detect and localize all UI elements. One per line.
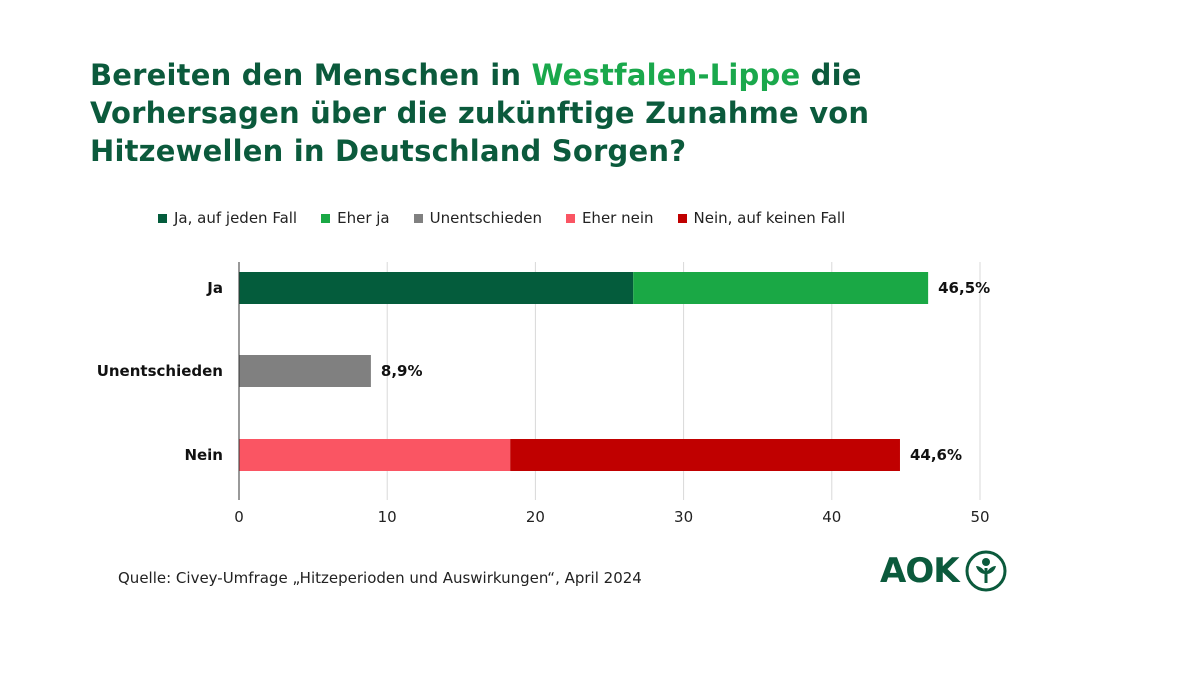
legend-label: Ja, auf jeden Fall [174,209,298,227]
legend-swatch [158,213,167,223]
legend-swatch [565,213,575,223]
legend-item: Eher nein [565,209,654,227]
logo-text: AOK [880,551,960,591]
legend-item: Unentschieden [413,209,542,227]
x-tick-label: 0 [234,508,244,526]
x-tick-label: 20 [526,508,545,526]
chart-title: Bereiten den Menschen in Westfalen-Lippe… [90,58,870,168]
aok-logo: AOK [880,550,1007,592]
legend-swatch [321,213,331,223]
x-tick-label: 50 [970,508,989,526]
legend: Ja, auf jeden Fall Eher ja Unentschieden Eh… [158,208,845,228]
x-tick-label: 10 [378,508,397,526]
x-tick-label: 40 [822,508,841,526]
category-label: Ja [206,279,223,297]
bar-segment [239,355,371,387]
data-label: 44,6% [910,446,962,464]
legend-label: Eher nein [581,209,654,227]
legend-label: Unentschieden [429,209,542,227]
bar-segment [510,439,900,471]
bar-segment [239,272,634,304]
legend-swatch [413,213,423,223]
legend-swatch [677,213,687,223]
legend-label: Eher ja [337,209,390,227]
aok-tree-icon [965,550,1007,592]
legend-item: Ja, auf jeden Fall [158,209,297,227]
bar-segment [633,272,929,304]
category-label: Nein [184,446,223,464]
source-note: Quelle: Civey-Umfrage „Hitzeperioden und… [118,569,642,587]
category-label: Unentschieden [97,362,223,380]
bar-segment [239,439,511,471]
title-highlight: Westfalen-Lippe [531,58,801,92]
legend-item: Nein, auf keinen Fall [677,209,846,227]
data-label: 46,5% [938,279,990,297]
legend-label: Nein, auf keinen Fall [693,209,846,227]
data-label: 8,9% [381,362,423,380]
legend-item: Eher ja [321,209,390,227]
x-tick-label: 30 [674,508,693,526]
